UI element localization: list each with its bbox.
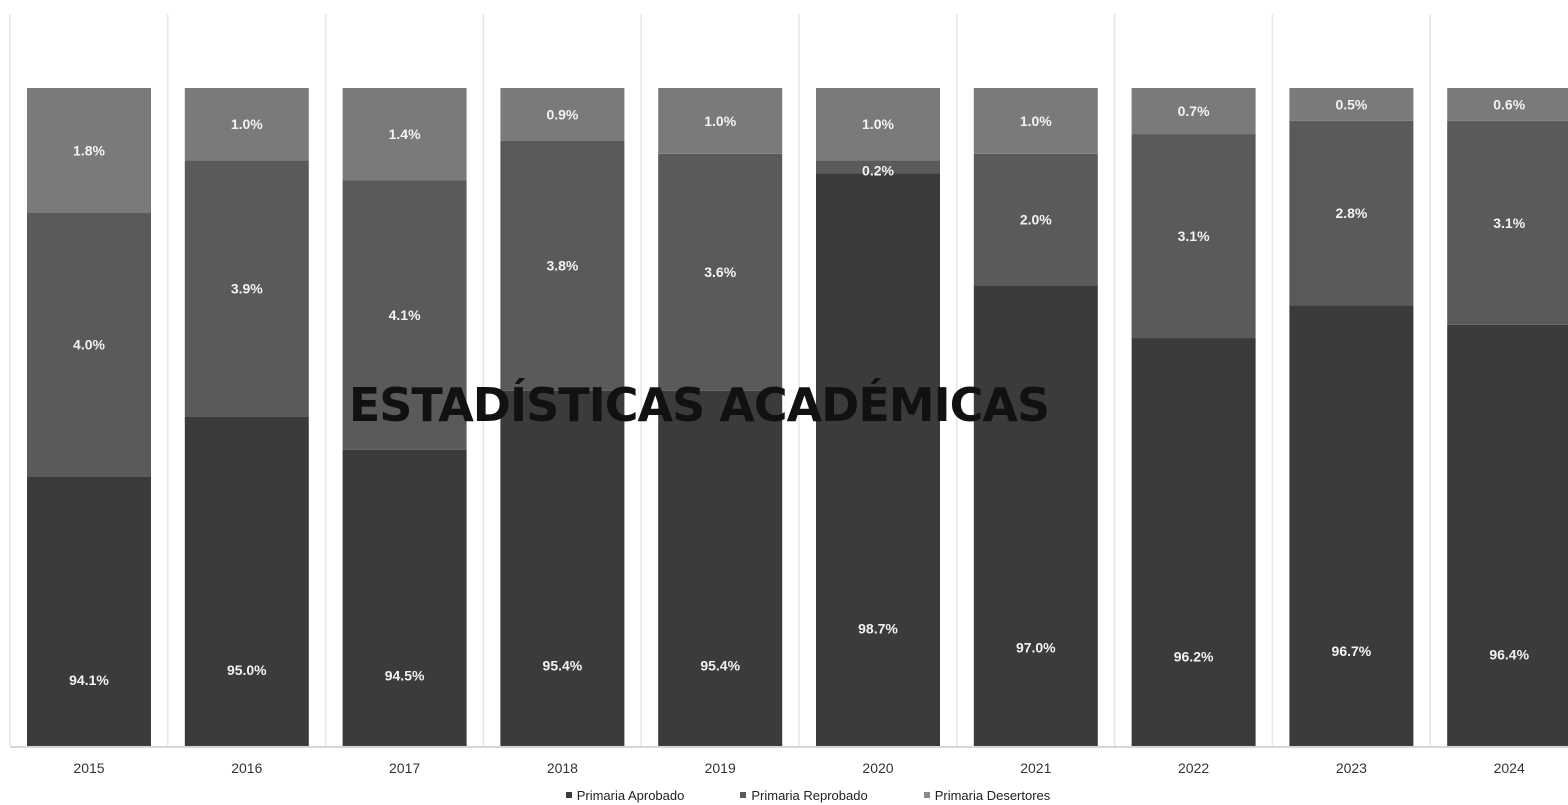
data-label-reprobado: 2.0% xyxy=(1020,212,1052,228)
data-label-reprobado: 2.8% xyxy=(1335,205,1367,221)
bar-segment-reprobado xyxy=(1131,134,1256,339)
data-label-aprobado: 95.0% xyxy=(227,662,267,678)
data-label-desertores: 1.8% xyxy=(73,143,105,159)
bar-segment-desertores xyxy=(1131,88,1256,135)
data-label-reprobado: 3.1% xyxy=(1493,215,1525,231)
data-label-reprobado: 0.2% xyxy=(862,162,894,178)
bar-segment-desertores xyxy=(1289,88,1414,121)
bar-segment-desertores xyxy=(27,88,151,214)
data-label-reprobado: 3.1% xyxy=(1178,228,1210,244)
legend-swatch-desertores xyxy=(923,792,930,798)
x-tick-label: 2023 xyxy=(1336,760,1367,776)
x-tick-label: 2018 xyxy=(547,760,578,776)
x-tick-label: 2015 xyxy=(73,760,104,776)
data-label-desertores: 0.5% xyxy=(1335,96,1367,112)
x-tick-label: 2021 xyxy=(1020,760,1051,776)
data-label-aprobado: 97.0% xyxy=(1016,640,1056,656)
legend-label-desertores: Primaria Desertores xyxy=(934,787,1051,803)
bar-segment-desertores xyxy=(816,88,940,161)
data-label-desertores: 0.9% xyxy=(546,106,578,122)
bar-segment-reprobado xyxy=(816,160,940,174)
bar-segment-aprobado xyxy=(658,390,783,746)
data-label-reprobado: 4.1% xyxy=(389,307,421,323)
bar-segment-desertores xyxy=(1447,88,1568,121)
data-label-aprobado: 94.5% xyxy=(385,668,425,684)
bar-segment-reprobado xyxy=(27,213,151,477)
bar-segment-desertores xyxy=(184,88,309,161)
legend-item-reprobado: Primaria Reprobado xyxy=(740,785,868,805)
data-label-reprobado: 3.6% xyxy=(704,264,736,280)
bar-segment-desertores xyxy=(500,88,625,141)
data-label-desertores: 1.0% xyxy=(231,116,263,132)
bar-segment-aprobado xyxy=(1447,324,1568,746)
data-label-aprobado: 94.1% xyxy=(69,672,109,688)
data-label-desertores: 0.6% xyxy=(1493,96,1525,112)
bar-segment-desertores xyxy=(973,88,1098,154)
x-tick-label: 2017 xyxy=(389,760,420,776)
data-label-desertores: 1.0% xyxy=(704,113,736,129)
data-label-aprobado: 96.2% xyxy=(1174,649,1214,665)
data-label-aprobado: 98.7% xyxy=(858,621,898,637)
legend-swatch-reprobado xyxy=(740,792,747,798)
bar-segment-aprobado xyxy=(973,285,1098,746)
data-label-aprobado: 96.4% xyxy=(1489,646,1529,662)
bar-segment-reprobado xyxy=(1447,120,1568,325)
data-label-reprobado: 3.9% xyxy=(231,281,263,297)
bar-segment-reprobado xyxy=(184,160,309,417)
bar-segment-reprobado xyxy=(500,140,625,391)
bar-segment-aprobado xyxy=(27,476,151,746)
bar-segment-reprobado xyxy=(973,153,1098,286)
x-tick-label: 2024 xyxy=(1494,760,1525,776)
bar-segment-aprobado xyxy=(1131,338,1256,746)
data-label-aprobado: 95.4% xyxy=(543,658,583,674)
bar-segment-reprobado xyxy=(342,180,467,450)
data-label-aprobado: 96.7% xyxy=(1332,643,1372,659)
x-tick-label: 2019 xyxy=(705,760,736,776)
bar-segment-aprobado xyxy=(184,417,309,746)
bar-segment-reprobado xyxy=(1289,120,1414,306)
data-label-aprobado: 95.4% xyxy=(700,658,740,674)
data-label-desertores: 1.4% xyxy=(389,126,421,142)
legend-item-desertores: Primaria Desertores xyxy=(923,785,1051,805)
bar-segment-desertores xyxy=(658,88,783,154)
bar-segment-reprobado xyxy=(658,153,783,391)
bar-segment-desertores xyxy=(342,88,467,181)
bar-segment-aprobado xyxy=(1289,305,1414,746)
bar-segment-aprobado xyxy=(816,173,940,747)
x-tick-label: 2022 xyxy=(1178,760,1209,776)
x-tick-label: 2016 xyxy=(231,760,262,776)
data-label-reprobado: 4.0% xyxy=(73,337,105,353)
legend-item-aprobado: Primaria Aprobado xyxy=(565,785,685,805)
bar-segment-aprobado xyxy=(500,390,625,746)
bar-segment-aprobado xyxy=(342,449,467,746)
chart-legend: Primaria Aprobado Primaria Reprobado Pri… xyxy=(0,785,1568,805)
legend-label-reprobado: Primaria Reprobado xyxy=(751,787,868,803)
data-label-reprobado: 3.8% xyxy=(546,258,578,274)
data-label-desertores: 1.0% xyxy=(862,116,894,132)
legend-swatch-aprobado xyxy=(565,792,572,798)
data-label-desertores: 0.7% xyxy=(1178,103,1210,119)
legend-label-aprobado: Primaria Aprobado xyxy=(576,787,685,803)
x-tick-label: 2020 xyxy=(862,760,893,776)
data-label-desertores: 1.0% xyxy=(1020,113,1052,129)
